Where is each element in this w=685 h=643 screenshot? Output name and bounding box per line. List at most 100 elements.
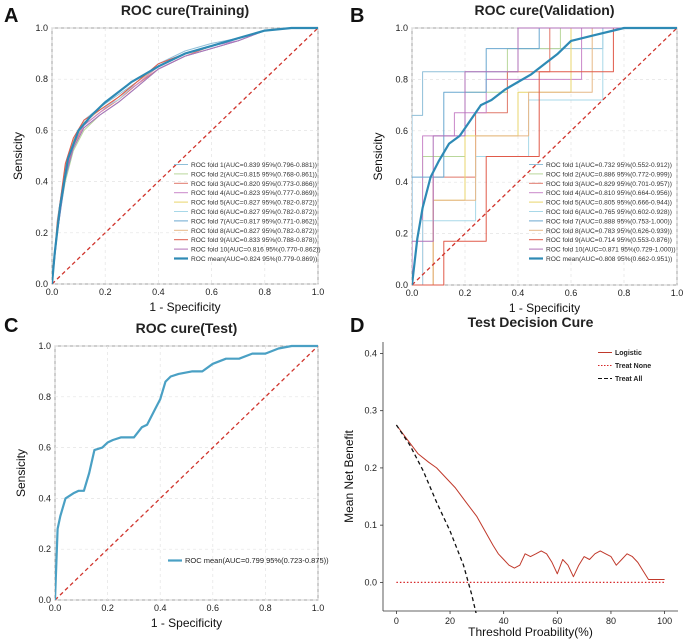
x-axis-label: 1 - Specificity	[509, 301, 580, 315]
legend-entry: Treat None	[615, 363, 651, 370]
series-line-fold	[412, 27, 677, 286]
chart-title: Test Decision Cure	[468, 314, 594, 330]
x-tick-label: 0.8	[259, 287, 272, 297]
y-axis-label: Sensicity	[11, 132, 25, 180]
series-line-chance	[412, 27, 678, 286]
legend-entry: ROC fold 6(AUC=0.765 95%(0.602-0.928))	[546, 209, 672, 216]
y-tick-label: 1.0	[35, 23, 48, 33]
legend-entry: ROC fold 3(AUC=0.820 95%(0.773-0.866))	[191, 181, 317, 188]
series-line-mean	[412, 26, 677, 286]
panel-b: B ROC cure(Validation) 0.00.0 0.2 0.2 0.4 0.4 0…	[350, 2, 683, 315]
panel-d: D Test Decision Cure 0 20 40 60 80 100 0.0 0.1 0.2…	[342, 314, 678, 639]
panel-c: C ROC cure(Test) 0.00.0 0.2 0.2 0.4 0.4 0.6 0.6 0…	[4, 315, 329, 630]
y-tick-label: 0.8	[38, 392, 51, 402]
series-line-chance	[52, 27, 319, 285]
legend-entry: ROC fold 2(AUC=0.815 95%(0.768-0.861))	[191, 171, 317, 178]
legend-entry: ROC fold 5(AUC=0.805 95%(0.666-0.944))	[546, 200, 672, 207]
y-tick-label: 0.8	[395, 74, 408, 84]
x-tick-label: 20	[445, 616, 455, 626]
x-tick-label: 1.0	[671, 288, 684, 298]
panel-a: A ROC cure(Training) 0.00.0 0.2 0.2 0.4 0.4 0.6…	[4, 2, 324, 314]
x-tick-label: 1.0	[312, 603, 325, 613]
legend-entry: ROC fold 4(AUC=0.810 95%(0.664-0.956))	[546, 190, 672, 197]
legend-entry: ROC fold 1(AUC=0.839 95%(0.796-0.881))	[191, 162, 317, 169]
legend-entry: ROC fold 8(AUC=0.827 95%(0.782-0.872))	[191, 228, 317, 235]
y-axis-label: Sensicity	[14, 449, 28, 497]
legend-entry: ROC fold 9(AUC=0.833 95%(0.788-0.878))	[191, 237, 317, 244]
legend-entry: ROC fold 2(AUC=0.886 95%(0.772-0.999))	[546, 171, 672, 178]
y-axis-label: Mean Net Benefit	[342, 429, 356, 522]
x-tick-label: 0.2	[459, 288, 472, 298]
x-tick-label: 0.4	[154, 603, 167, 613]
x-axis-label: 1 - Specificity	[149, 300, 220, 314]
series-line-fold	[395, 424, 665, 580]
x-tick-label: 80	[606, 616, 616, 626]
legend-entry: ROC fold 1(AUC=0.732 95%(0.552-0.912))	[546, 162, 672, 169]
y-tick-label: 0.0	[364, 577, 377, 587]
series-line-mean	[52, 26, 318, 285]
series-group	[412, 26, 678, 286]
x-tick-label: 0.2	[99, 287, 112, 297]
y-tick-label: 1.0	[395, 23, 408, 33]
y-tick-label: 0.0	[35, 279, 48, 289]
y-tick-label: 0.6	[395, 126, 408, 136]
panel-letter: A	[4, 5, 18, 27]
y-tick-label: 0.4	[364, 348, 377, 358]
y-tick-label: 1.0	[38, 341, 51, 351]
x-tick-label: 0.8	[259, 603, 272, 613]
y-tick-label: 0.2	[364, 463, 377, 473]
y-tick-label: 0.3	[364, 406, 377, 416]
y-tick-label: 0.4	[38, 493, 51, 503]
legend-entry: ROC fold 8(AUC=0.783 95%(0.626-0.939))	[546, 228, 672, 235]
legend-entry: ROC mean(AUC=0.824 95%(0.779-0.869))	[191, 256, 317, 263]
series-line-fold	[395, 424, 477, 613]
chart-title: ROC cure(Validation)	[474, 2, 614, 18]
panel-letter: C	[4, 315, 18, 337]
legend-entry: ROC fold 10(AUC=0.816 95%(0.770-0.862))	[191, 247, 321, 254]
legend-entry: ROC mean(AUC=0.808 95%(0.662-0.951))	[546, 256, 672, 263]
y-tick-label: 0.4	[35, 177, 48, 187]
x-tick-label: 0.4	[512, 288, 525, 298]
y-tick-label: 0.0	[395, 280, 408, 290]
legend-entry: ROC fold 5(AUC=0.827 95%(0.782-0.872))	[191, 200, 317, 207]
legend-entry: ROC fold 6(AUC=0.827 95%(0.782-0.872))	[191, 209, 317, 216]
x-axis-label: 1 - Specificity	[151, 616, 222, 630]
x-tick-label: 0.8	[618, 288, 631, 298]
x-tick-label: 100	[657, 616, 672, 626]
x-tick-label: 0.6	[565, 288, 578, 298]
series-line-fold	[412, 27, 677, 286]
y-tick-label: 0.4	[395, 177, 408, 187]
legend-entry: ROC fold 9(AUC=0.714 95%(0.553-0.876))	[546, 237, 672, 244]
x-tick-label: 0.6	[207, 603, 220, 613]
series-line-chance	[55, 345, 319, 601]
series-line-fold	[412, 27, 677, 285]
y-tick-label: 0.2	[35, 228, 48, 238]
legend-entry: ROC fold 7(AUC=0.888 95%(0.753-1.000))	[546, 218, 672, 225]
legend-entry: ROC fold 4(AUC=0.823 95%(0.777-0.869))	[191, 190, 317, 197]
y-tick-label: 0.8	[35, 74, 48, 84]
x-tick-label: 0.4	[152, 287, 165, 297]
legend-entry: ROC fold 3(AUC=0.829 95%(0.701-0.957))	[546, 181, 672, 188]
y-tick-label: 0.6	[38, 443, 51, 453]
x-tick-label: 0.0	[406, 288, 419, 298]
x-tick-label: 60	[552, 616, 562, 626]
legend-entry: Logistic	[615, 350, 642, 357]
y-axis-label: Sensicity	[371, 132, 385, 180]
legend-entry: ROC fold 10(AUC=0.871 95%(0.729-1.000))	[546, 247, 676, 254]
y-tick-label: 0.0	[38, 595, 51, 605]
y-tick-label: 0.2	[38, 544, 51, 554]
x-tick-label: 40	[499, 616, 509, 626]
y-tick-label: 0.1	[364, 520, 377, 530]
series-line-fold	[412, 27, 677, 285]
legend-entry: Treat All	[615, 376, 642, 383]
x-tick-label: 1.0	[312, 287, 325, 297]
y-tick-label: 0.2	[395, 229, 408, 239]
y-tick-label: 0.6	[35, 125, 48, 135]
legend-entry: ROC mean(AUC=0.799 95%(0.723-0.875))	[185, 556, 329, 565]
series-group	[55, 344, 319, 601]
panel-letter: D	[350, 315, 364, 337]
series-line-mean	[55, 344, 318, 601]
x-tick-label: 0.0	[46, 287, 59, 297]
